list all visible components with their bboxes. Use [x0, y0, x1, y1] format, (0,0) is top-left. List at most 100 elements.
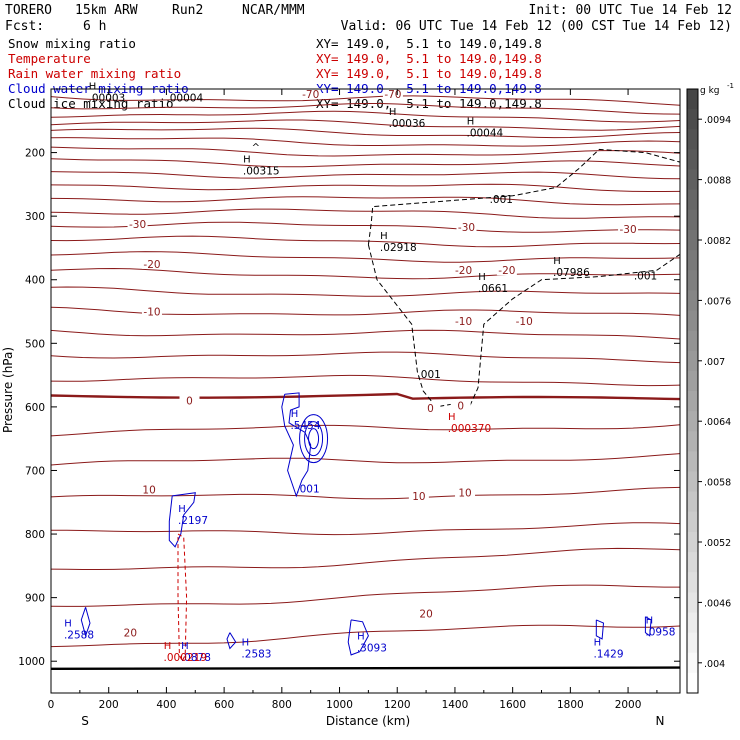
snow-ice-contours: [367, 148, 681, 408]
x-tick-label: 400: [156, 699, 176, 711]
colorbar-tick-label: .0052: [704, 538, 731, 549]
isotherm-label-bg: [141, 257, 162, 269]
run-label: Run2: [172, 3, 204, 18]
isotherm-line: [50, 158, 681, 168]
colorbar-swatch: [687, 370, 698, 392]
cloud-water-peak-contour: [308, 428, 320, 450]
plot-frame: [50, 88, 681, 694]
caret-mark: ^: [252, 143, 260, 154]
y-tick-label: 1000: [18, 656, 45, 668]
cloud-water-value-label-h: H: [357, 631, 365, 642]
y-axis-label: Pressure (hPa): [1, 347, 15, 433]
isotherm-label-bg: [456, 220, 477, 232]
valid-time: Valid: 06 UTC Tue 14 Feb 12 (00 CST Tue …: [340, 19, 732, 34]
isotherm-label: -30: [129, 219, 146, 231]
y-tick-label: 600: [25, 402, 45, 414]
isotherm-line: [50, 146, 681, 157]
cloud-water-value-label: .2197: [178, 515, 208, 527]
cloud-water-value-label-h: H: [181, 641, 189, 652]
cloud-water-contour: [168, 492, 196, 548]
isotherm-line: [50, 329, 681, 340]
y-tick-label: 800: [25, 529, 45, 541]
cloud-water-value-label-h: H: [646, 615, 654, 626]
snow-value-label: .001: [490, 194, 513, 206]
colorbar-frame: [686, 88, 699, 694]
isotherm-line: [50, 453, 681, 466]
isotherm-label-bg: [420, 402, 441, 414]
colorbar-swatch: [687, 169, 698, 191]
isotherm-label: 10: [458, 488, 471, 500]
isotherm-line: [50, 584, 680, 607]
snow-value-label: .00044: [466, 127, 503, 139]
isotherm-line: [50, 267, 681, 280]
south-label: S: [81, 714, 89, 728]
colorbar-swatch: [687, 652, 698, 674]
model-name: TORERO: [5, 3, 52, 18]
snow-value-label: .00004: [166, 92, 203, 104]
x-tick-label: 200: [99, 699, 119, 711]
isotherm-line: [50, 103, 681, 115]
cloud-water-value-label: .2588: [64, 630, 94, 642]
isotherm-label-bg: [127, 217, 148, 229]
isotherm-line: [50, 95, 681, 106]
rain-value-label: .000370: [448, 423, 491, 435]
colorbar-swatch: [687, 552, 698, 573]
y-tick-label: 500: [25, 338, 45, 350]
isotherm-label-bg: [120, 626, 141, 638]
isotherm-line: [50, 110, 681, 123]
colorbar-unit-exponent: -1: [727, 82, 734, 90]
isotherm-label-bg: [514, 315, 535, 327]
colorbar-tick-label: .0082: [704, 236, 731, 247]
isotherm-line: [50, 221, 681, 233]
isotherm-line: [50, 196, 681, 206]
isotherm-label: -30: [458, 222, 475, 234]
colorbar-swatch: [687, 290, 698, 311]
isotherm-line: [50, 171, 681, 180]
colorbar-swatch: [687, 471, 698, 493]
cloud-water-value-label: .5454: [290, 420, 320, 432]
cloud-water-value-label-h: H: [291, 409, 299, 420]
snow-value-label: .00315: [243, 165, 280, 177]
isotherm-line: [50, 183, 681, 192]
snow-value-label: .07986: [553, 267, 590, 279]
colorbar-swatch: [687, 612, 698, 634]
isotherm-label: -20: [455, 265, 472, 277]
field-name-temperature: Temperature: [8, 51, 91, 66]
rain-value-label-h: H: [164, 641, 172, 652]
cloud-water-contour: [226, 632, 237, 650]
colorbar-tick-label: .0058: [704, 478, 731, 489]
isotherm-label: -10: [516, 316, 533, 328]
colorbar-swatch: [687, 330, 698, 352]
colorbar-tick-label: .0046: [704, 598, 731, 609]
snow-value-label: .001: [634, 270, 657, 282]
colorbar-swatch: [687, 531, 698, 553]
isotherm-label-bg: [300, 88, 321, 100]
x-tick-label: 2000: [615, 699, 642, 711]
isotherm-label: 0: [186, 396, 193, 408]
y-tick-label: 400: [25, 275, 45, 287]
freezing-level-line: [50, 392, 681, 401]
rain-value-label-h: H: [448, 412, 456, 423]
snow-contour-upper: [367, 148, 681, 245]
cloud-water-value-label-h: H: [242, 638, 250, 649]
colorbar-tick-label: .0094: [704, 115, 731, 126]
isotherm-label-bg: [453, 264, 474, 276]
colorbar: .004 .0046 .0052 .0058 .0064 .007 .0076 .0082 .0…: [686, 82, 734, 694]
rain-contour: [177, 533, 188, 663]
isotherm-label: -70: [384, 89, 401, 101]
snow-value-label: .001: [417, 369, 440, 381]
cloud-water-value-label-h: H: [64, 619, 72, 630]
cloud-water-value-label: .1429: [593, 649, 623, 661]
colorbar-swatch: [687, 270, 698, 291]
isotherm-line: [50, 547, 681, 570]
isotherm-label: -10: [143, 307, 160, 319]
x-tick-label: 800: [272, 699, 292, 711]
isotherm-label-bg: [618, 222, 639, 234]
isotherm-label-bg: [139, 483, 160, 495]
x-axis-label: Distance (km): [326, 714, 410, 728]
y-tick-label: 900: [25, 593, 45, 605]
isotherm-line: [50, 137, 681, 147]
snow-value-label-h: H: [389, 107, 397, 118]
colorbar-swatch: [687, 229, 698, 251]
field-xy-rain: XY= 149.0, 5.1 to 149.0,149.8: [316, 66, 542, 81]
